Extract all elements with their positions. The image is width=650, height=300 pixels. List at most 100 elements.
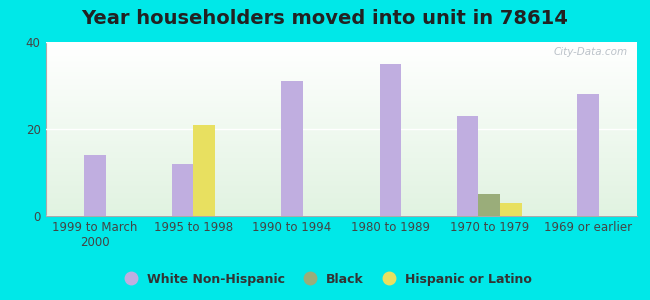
Bar	[46, 75, 637, 76]
Bar	[46, 74, 637, 75]
Bar	[46, 45, 637, 46]
Bar	[46, 49, 637, 50]
Bar	[281, 81, 303, 216]
Bar	[46, 97, 637, 98]
Bar	[46, 42, 637, 43]
Bar	[46, 121, 637, 122]
Bar	[46, 70, 637, 71]
Bar	[46, 53, 637, 54]
Bar	[46, 111, 637, 112]
Bar	[46, 114, 637, 115]
Bar	[46, 167, 637, 168]
Bar	[46, 169, 637, 170]
Bar	[46, 183, 637, 184]
Bar	[46, 181, 637, 182]
Bar	[46, 206, 637, 207]
Bar	[46, 165, 637, 166]
Bar	[46, 61, 637, 62]
Bar	[46, 102, 637, 103]
Bar	[46, 209, 637, 210]
Bar	[46, 189, 637, 190]
Bar	[46, 138, 637, 139]
Bar	[46, 129, 637, 130]
Bar	[46, 76, 637, 77]
Bar	[46, 190, 637, 191]
Bar	[46, 96, 637, 97]
Bar	[46, 78, 637, 79]
Bar	[46, 77, 637, 78]
Bar	[46, 178, 637, 179]
Bar	[46, 200, 637, 201]
Bar	[456, 116, 478, 216]
Bar	[46, 87, 637, 88]
Bar	[46, 94, 637, 95]
Bar	[46, 172, 637, 173]
Bar	[46, 124, 637, 125]
Bar	[172, 164, 194, 216]
Bar	[46, 46, 637, 47]
Bar	[46, 89, 637, 90]
Bar	[46, 82, 637, 83]
Bar	[46, 100, 637, 101]
Bar	[46, 67, 637, 68]
Bar	[46, 162, 637, 163]
Bar	[46, 166, 637, 167]
Bar	[46, 98, 637, 99]
Bar	[46, 83, 637, 84]
Bar	[46, 205, 637, 206]
Bar	[46, 56, 637, 57]
Bar	[46, 107, 637, 108]
Bar	[46, 137, 637, 138]
Bar	[46, 212, 637, 213]
Bar	[46, 54, 637, 55]
Bar	[46, 105, 637, 106]
Bar	[46, 85, 637, 86]
Bar	[46, 72, 637, 73]
Bar	[46, 79, 637, 80]
Bar	[46, 118, 637, 119]
Bar	[46, 176, 637, 177]
Bar	[46, 44, 637, 45]
Bar	[46, 95, 637, 96]
Bar	[46, 66, 637, 67]
Bar	[46, 117, 637, 118]
Bar	[46, 43, 637, 44]
Bar	[46, 195, 637, 196]
Bar	[46, 210, 637, 211]
Bar	[46, 69, 637, 70]
Bar	[46, 187, 637, 188]
Text: Year householders moved into unit in 78614: Year householders moved into unit in 786…	[81, 9, 569, 28]
Bar	[577, 94, 599, 216]
Bar	[46, 145, 637, 146]
Bar	[46, 158, 637, 159]
Bar	[46, 174, 637, 175]
Bar	[46, 164, 637, 165]
Bar	[46, 173, 637, 174]
Bar	[46, 88, 637, 89]
Bar	[46, 148, 637, 149]
Bar	[46, 207, 637, 208]
Bar	[46, 168, 637, 169]
Bar	[46, 215, 637, 216]
Bar	[46, 127, 637, 128]
Bar	[46, 188, 637, 189]
Bar	[46, 214, 637, 215]
Bar	[46, 132, 637, 133]
Bar	[46, 155, 637, 156]
Bar	[194, 124, 215, 216]
Bar	[46, 131, 637, 132]
Bar	[46, 115, 637, 116]
Bar	[46, 55, 637, 56]
Bar	[46, 62, 637, 63]
Bar	[46, 179, 637, 180]
Bar	[46, 177, 637, 178]
Bar	[46, 197, 637, 198]
Bar	[46, 104, 637, 105]
Bar	[46, 133, 637, 134]
Bar	[46, 141, 637, 142]
Bar	[46, 123, 637, 124]
Bar	[46, 147, 637, 148]
Bar	[46, 68, 637, 69]
Bar	[46, 202, 637, 203]
Bar	[46, 191, 637, 192]
